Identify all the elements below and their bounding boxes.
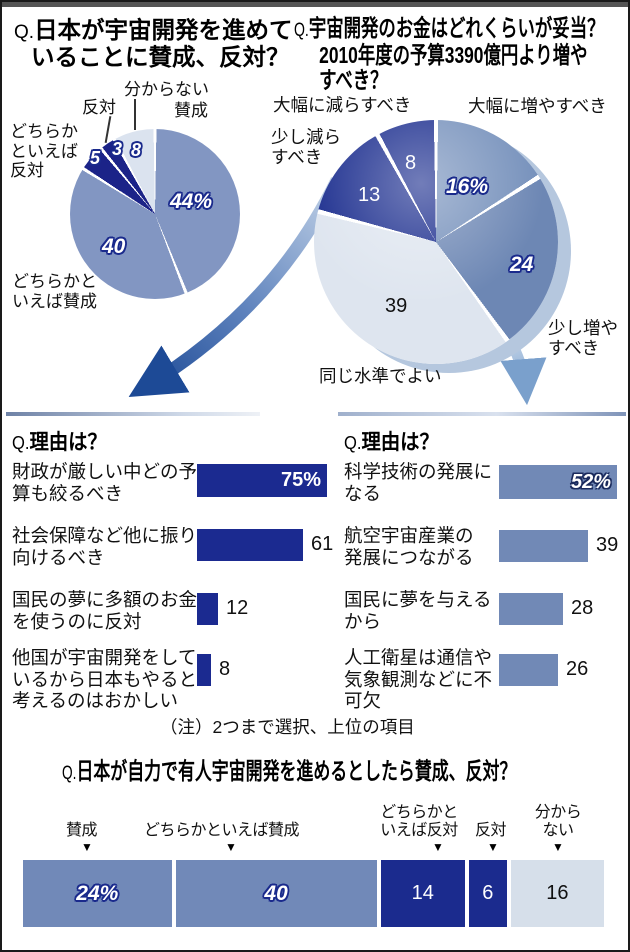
bar-left-4 bbox=[197, 654, 211, 686]
q-prefix: Q. bbox=[294, 20, 309, 41]
reason-left-label-3: 国民の夢に多額のお金 を使うのに反対 bbox=[12, 589, 198, 632]
tick-marker: ▼ bbox=[552, 840, 564, 854]
stacked-segment-dochira-hantai: 14 bbox=[376, 860, 465, 927]
pie1-title: Q.日本が宇宙開発を進めて いることに賛成、反対？ bbox=[14, 17, 293, 70]
pie1-value-3: 3 bbox=[112, 139, 123, 159]
pie1-label-dochira-sansei: どちらかと いえば賛成 bbox=[12, 272, 97, 311]
reason-right-label-1: 科学技術の発展に なる bbox=[344, 461, 493, 504]
bar-right-4 bbox=[499, 654, 558, 686]
stacked-segment-dochira-sansei: 40 bbox=[171, 860, 377, 927]
reason-left-label-1: 財政が厳しい中どの予 算も絞るべき bbox=[12, 461, 198, 504]
pie2-label-sukoshi-fuyasu: 少し増や すべき bbox=[548, 318, 618, 358]
bar-left-3-value: 12 bbox=[226, 597, 249, 619]
pie2-title: Q.宇宙開発のお金はどれくらいが妥当？ 2010年度の予算3390億円より増や … bbox=[294, 15, 605, 93]
bar-right-3 bbox=[499, 593, 563, 625]
q-prefix: Q. bbox=[14, 22, 35, 43]
pie1-value-8: 8 bbox=[131, 140, 142, 160]
tick-marker: ▼ bbox=[81, 840, 93, 854]
bar-left-2 bbox=[197, 529, 303, 561]
pie2-value-24: 24 bbox=[510, 253, 534, 276]
reasons-left-title: Q.理由は？ bbox=[12, 431, 107, 454]
pie2-value-8: 8 bbox=[405, 152, 417, 174]
pie1-label-wakaranai: 分からない bbox=[124, 80, 209, 99]
bar-right-2-value: 39 bbox=[596, 534, 619, 556]
pie-chart-budget bbox=[314, 120, 558, 364]
stacked-bar: 24% 40 14 6 16 bbox=[23, 860, 604, 927]
small-arrow-right bbox=[500, 337, 547, 406]
bar-right-1: 52% bbox=[499, 465, 617, 499]
footnote: （注）2つまで選択、上位の項目 bbox=[160, 717, 415, 737]
stacked-title: Q.日本が自力で有人宇宙開発を進めるとしたら賛成、反対？ bbox=[62, 758, 517, 785]
pie-chart-support bbox=[70, 129, 240, 299]
pie2-label-sukoshi-herasu: 少し減ら すべき bbox=[271, 127, 341, 167]
bar-left-1: 75% bbox=[197, 464, 327, 497]
top-rule bbox=[2, 2, 628, 7]
stacked-segment-sansei: 24% bbox=[23, 860, 172, 927]
bar-left-3 bbox=[197, 593, 218, 625]
bar-left-2-value: 61 bbox=[311, 533, 334, 555]
pie1-value-44: 44% bbox=[170, 190, 213, 213]
bar-right-2 bbox=[499, 530, 588, 562]
stacked-label-sansei: 賛成 bbox=[66, 822, 98, 839]
pie2-value-13: 13 bbox=[358, 184, 381, 206]
pie2-value-39: 39 bbox=[385, 295, 408, 317]
pie2-label-oohaba-fuyasu: 大幅に増やすべき bbox=[468, 96, 607, 116]
bar-right-4-value: 26 bbox=[566, 658, 589, 680]
pie2-label-oohaba-herasu: 大幅に減らすべき bbox=[273, 95, 412, 115]
stacked-label-dochira-sansei: どちらかといえば賛成 bbox=[144, 822, 300, 839]
reason-left-label-4: 他国が宇宙開発をして いるから日本もやると 考えるのはおかしい bbox=[12, 647, 198, 711]
pie2-value-16: 16% bbox=[446, 175, 489, 198]
reason-left-label-2: 社会保障など他に振り 向けるべき bbox=[12, 525, 198, 568]
tick-marker: ▼ bbox=[432, 840, 444, 854]
pie1-label-dochira-hantai: どちらか といえば 反対 bbox=[10, 122, 78, 180]
pie2-label-onaji: 同じ水準でよい bbox=[319, 366, 442, 386]
section-rule-right bbox=[338, 412, 626, 416]
leader-line bbox=[104, 116, 111, 143]
tick-marker: ▼ bbox=[225, 840, 237, 854]
pie1-value-40: 40 bbox=[102, 235, 126, 258]
tick-marker: ▼ bbox=[487, 840, 499, 854]
pie1-label-hantai: 反対 bbox=[82, 98, 116, 117]
pie1-label-sansei: 賛成 bbox=[174, 101, 208, 120]
leader-line bbox=[134, 99, 136, 130]
pie1-value-5: 5 bbox=[90, 148, 101, 168]
reason-right-label-2: 航空宇宙産業の 発展につながる bbox=[344, 525, 474, 568]
stacked-segment-hantai: 6 bbox=[464, 860, 507, 927]
reason-right-label-4: 人工衛星は通信や 気象観測などに不 可欠 bbox=[344, 647, 493, 711]
stacked-segment-wakaranai: 16 bbox=[506, 860, 604, 927]
bar-right-3-value: 28 bbox=[571, 597, 594, 619]
reasons-right-title: Q.理由は？ bbox=[344, 431, 439, 454]
stacked-label-dochira-hantai: どちらかと いえば反対 bbox=[380, 804, 458, 839]
stacked-label-wakaranai: 分から ない bbox=[534, 804, 582, 839]
stacked-label-hantai: 反対 bbox=[475, 822, 507, 839]
section-rule-left bbox=[6, 412, 260, 416]
reason-right-label-3: 国民に夢を与える から bbox=[344, 589, 492, 632]
bar-left-4-value: 8 bbox=[219, 658, 231, 680]
